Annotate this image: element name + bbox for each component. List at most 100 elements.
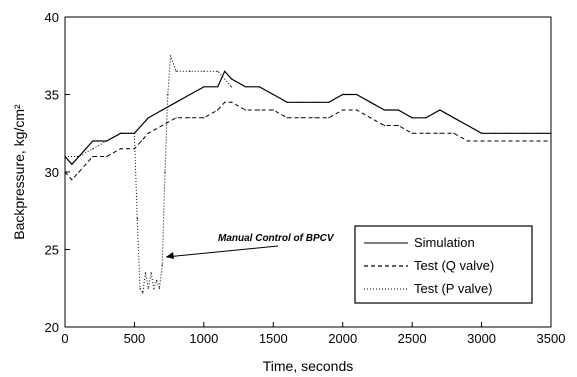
data-point <box>522 132 524 134</box>
data-point <box>550 140 552 142</box>
data-point <box>467 124 469 127</box>
data-point <box>272 93 274 96</box>
data-point <box>85 163 87 165</box>
data-point <box>224 101 226 103</box>
data-point <box>244 86 247 88</box>
data-point <box>286 101 288 103</box>
data-point <box>106 155 108 158</box>
x-tick-label: 1500 <box>259 331 288 346</box>
plot-area: 0 500 1000 1500 2000 2500 3000 3500 20 25 30 35 40 <box>45 10 566 346</box>
data-point <box>342 93 344 96</box>
data-point <box>64 155 66 158</box>
legend-item-test-p-valve: Test (P valve) <box>364 281 493 296</box>
data-point <box>189 70 191 72</box>
data-point <box>139 287 141 289</box>
data-point <box>328 101 330 103</box>
series-line-test-p-valve <box>65 55 232 295</box>
y-tick-label: 25 <box>45 243 59 258</box>
data-point <box>231 78 233 80</box>
x-tick-label: 1000 <box>189 331 218 346</box>
data-point <box>411 117 413 119</box>
x-axis-title: Time, seconds <box>263 358 354 374</box>
data-point <box>147 132 149 134</box>
data-point <box>71 179 73 181</box>
data-point <box>481 140 483 142</box>
data-point <box>203 117 205 119</box>
data-point <box>536 140 538 142</box>
data-point <box>467 140 469 142</box>
data-point <box>217 70 219 72</box>
data-point <box>161 109 163 111</box>
data-point <box>119 148 122 150</box>
data-point <box>158 287 160 289</box>
data-point <box>258 86 260 88</box>
data-point <box>453 132 455 134</box>
series-layer <box>64 55 552 295</box>
data-point <box>142 292 144 294</box>
data-point <box>85 148 87 150</box>
x-tick-label: 0 <box>61 331 68 346</box>
data-point <box>167 93 169 96</box>
legend-item-test-q-valve: Test (Q valve) <box>364 258 494 273</box>
data-point <box>144 272 147 274</box>
ticks-layer: 0 500 1000 1500 2000 2500 3000 3500 20 25 30 35 40 <box>45 10 566 346</box>
data-point <box>217 109 219 111</box>
data-point <box>314 101 316 103</box>
legend-item-simulation: Simulation <box>364 235 475 250</box>
data-point <box>494 140 497 142</box>
data-point <box>342 109 344 111</box>
data-point <box>71 163 73 165</box>
data-point <box>439 132 441 134</box>
data-point <box>140 140 142 142</box>
data-point <box>397 109 399 111</box>
x-tick-label: 3000 <box>467 331 496 346</box>
data-point <box>92 148 94 150</box>
y-tick-label: 35 <box>45 88 59 103</box>
y-axis-title: Backpressure, kg/cm² <box>11 104 27 240</box>
annotation-label: Manual Control of BPCV <box>218 233 335 244</box>
data-point <box>140 124 142 127</box>
data-point <box>508 132 510 134</box>
legend-label: Simulation <box>414 235 475 250</box>
x-tick-label: 2000 <box>328 331 357 346</box>
data-point <box>494 132 497 134</box>
data-point <box>147 117 149 119</box>
data-point <box>369 101 372 103</box>
y-tick-label: 40 <box>45 10 59 25</box>
x-tick-label: 2500 <box>398 331 427 346</box>
data-point <box>106 140 108 142</box>
x-tick-label: 500 <box>124 331 146 346</box>
data-point <box>258 109 260 111</box>
data-point <box>78 171 80 173</box>
data-point <box>522 140 524 142</box>
data-point <box>189 93 191 96</box>
series-line-test-q-valve <box>64 101 551 181</box>
data-point <box>356 109 358 111</box>
data-point <box>203 86 205 88</box>
data-point <box>383 124 385 127</box>
data-point <box>314 117 316 119</box>
data-point <box>536 132 538 134</box>
legend-box <box>354 225 533 304</box>
data-point <box>175 101 177 103</box>
data-point <box>425 132 427 134</box>
data-point <box>161 124 163 127</box>
data-point <box>153 287 155 289</box>
x-tick-label: 3500 <box>537 331 566 346</box>
annotation: Manual Control of BPCV <box>165 233 335 259</box>
data-point <box>244 109 247 111</box>
data-point <box>397 124 399 127</box>
data-point <box>231 101 233 103</box>
legend: Simulation Test (Q valve) Test (P valve) <box>354 225 533 304</box>
data-point <box>119 132 122 134</box>
data-point <box>328 117 330 119</box>
data-point <box>369 117 372 119</box>
y-tick-label: 20 <box>45 320 59 335</box>
data-point <box>508 140 510 142</box>
data-point <box>164 171 166 173</box>
data-point <box>203 70 205 72</box>
data-point <box>217 86 219 88</box>
data-point <box>92 155 94 158</box>
data-point <box>136 217 138 220</box>
data-point <box>481 132 483 134</box>
